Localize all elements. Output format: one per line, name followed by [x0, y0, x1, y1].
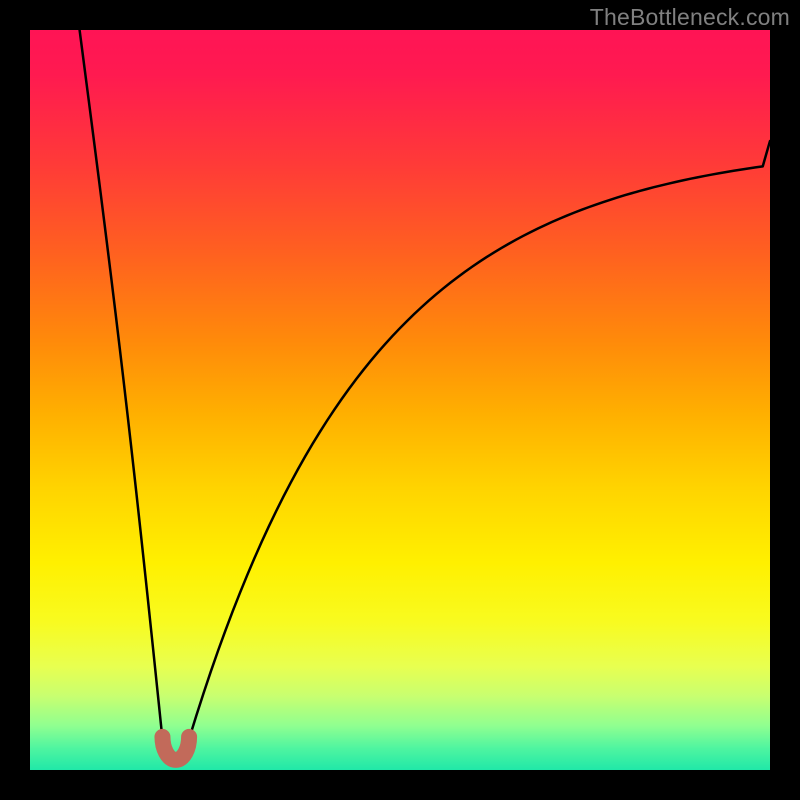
chart-frame: TheBottleneck.com — [0, 0, 800, 800]
bottleneck-chart — [30, 30, 770, 770]
watermark-text: TheBottleneck.com — [590, 4, 790, 31]
gradient-background — [30, 30, 770, 770]
